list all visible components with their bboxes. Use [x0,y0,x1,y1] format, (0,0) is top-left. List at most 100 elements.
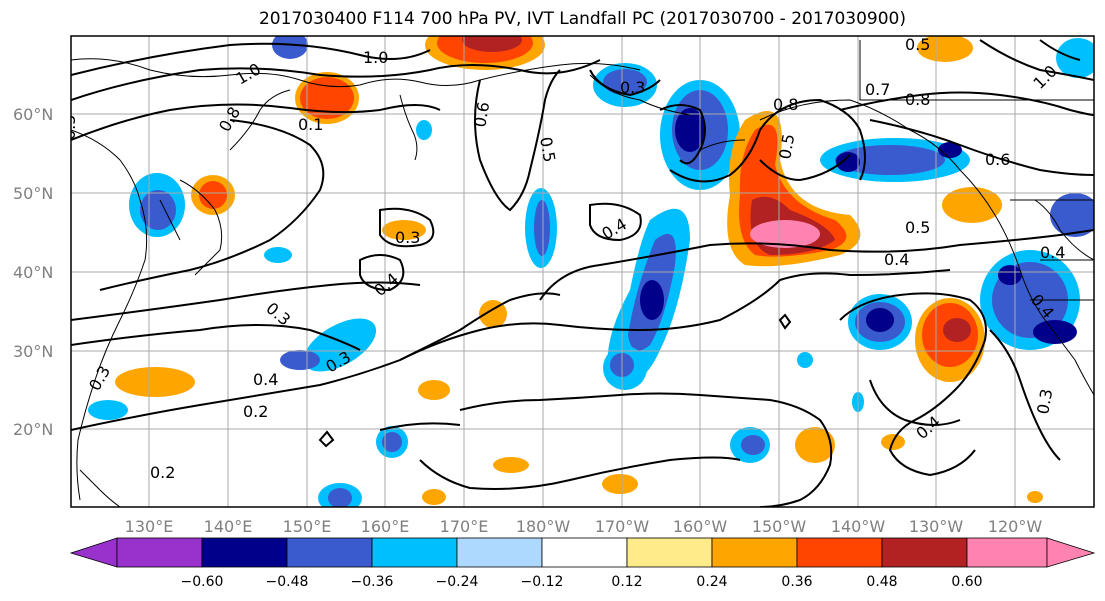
anomaly-positive [795,427,835,463]
anomaly-negative [836,152,860,172]
colorbar-tick-label: 0.12 [611,574,642,590]
lon-label: 130°E [125,517,174,536]
anomaly-negative [1050,193,1094,237]
contour-label: 0.8 [905,90,930,109]
colorbar-ticks: −0.60 −0.48 −0.36 −0.24 −0.12 0.12 0.24 … [181,574,983,590]
contour-label: 1.0 [363,48,388,67]
colorbar-segment [201,537,288,568]
contour-label: 0.5 [905,218,930,237]
anomaly-positive [199,181,227,209]
anomaly-negative [797,352,813,368]
colorbar-tick-label: 0.24 [696,574,727,590]
longitude-labels: 130°E 140°E 150°E 160°E 170°E 180°W 170°… [125,517,1043,536]
anomaly-negative [264,247,292,263]
anomaly-positive [479,300,507,328]
contour-label: 0.4 [1040,243,1065,262]
graticule [71,36,1094,507]
anomaly-positive [943,318,971,342]
anomaly-negative [603,69,647,95]
map-panel: 1.0 1.0 0.8 0.1 0.6 0.5 0.5 0.3 0.4 0.3 … [60,35,1094,507]
contour-label: 0.5 [60,115,79,140]
contour-label: 0.4 [253,370,278,389]
colorbar [69,537,1096,568]
colorbar-segment [116,537,203,568]
contour-label: 0.8 [773,95,798,114]
anomaly-negative [866,308,894,332]
anomaly-positive [942,187,1002,223]
colorbar-tick-label: 0.60 [951,574,982,590]
anomaly-negative [272,36,308,59]
contour-label: 0.6 [985,150,1010,169]
contour-label: 0.5 [775,132,798,160]
contour-label: 0.3 [395,228,420,247]
contour-label: 0.2 [150,463,175,482]
anomaly-positive [917,36,973,62]
lat-label: 40°N [13,263,53,282]
lon-label: 120°W [988,517,1043,536]
anomaly-positive [602,474,638,494]
anomaly-negative [382,432,402,452]
anomaly-negative [938,142,962,158]
coastlines [71,40,1094,507]
lat-label: 30°N [13,342,53,361]
anomaly-negative [835,145,945,175]
map-title: 2017030400 F114 700 hPa PV, IVT Landfall… [258,9,906,29]
lon-label: 170°E [440,517,489,536]
contour-label: 0.1 [298,115,323,134]
anomaly-negative [280,350,320,370]
lat-label: 20°N [13,420,53,439]
anomaly-negative [998,265,1022,285]
colorbar-segment [541,537,628,568]
lon-label: 140°W [831,517,886,536]
contour-label: 0.3 [1033,387,1056,415]
colorbar-tick-label: 0.36 [781,574,812,590]
anomaly-negative [416,120,432,140]
colorbar-tick-label: −0.48 [266,574,309,590]
anomaly-negative [328,488,352,507]
contour-label: 0.5 [905,35,930,54]
colorbar-min-extend [69,537,118,568]
colorbar-tick-label: −0.60 [181,574,224,590]
colorbar-segment [286,537,373,568]
lon-label: 140°E [204,517,253,536]
latitude-labels: 60°N 50°N 40°N 30°N 20°N [13,105,53,439]
lon-label: 160°E [361,517,410,536]
contour-label: 0.3 [620,78,645,97]
lon-label: 150°W [752,517,807,536]
colorbar-segment [626,537,713,568]
lon-label: 130°W [909,517,964,536]
colorbar-segment [371,537,458,568]
anomaly-positive [750,220,820,248]
contour-label: 0.2 [243,402,268,421]
anomaly-negative [88,400,128,420]
colorbar-segment [796,537,883,568]
contour-label: 0.5 [536,135,559,163]
colorbar-segment [881,537,968,568]
colorbar-tick-label: −0.36 [351,574,394,590]
anomaly-positive [115,367,195,397]
anomaly-positive [382,220,426,240]
colorbar-segment [966,537,1048,568]
anomaly-positive [462,36,522,52]
anomaly-negative [303,318,377,372]
pv-anomaly-fills [88,36,1094,507]
contour-label: 0.6 [470,100,493,128]
anomaly-negative [741,435,765,455]
map-frame [70,35,1095,508]
anomaly-positive [1027,491,1043,503]
colorbar-max-extend [1046,537,1096,568]
colorbar-tick-label: 0.48 [866,574,897,590]
anomaly-negative [640,280,664,320]
colorbar-segment [711,537,798,568]
lat-label: 60°N [13,105,53,124]
anomaly-negative [1033,320,1077,344]
lon-label: 150°E [283,517,332,536]
lon-label: 180°W [516,517,571,536]
anomaly-positive [493,457,529,473]
colorbar-segment [456,537,543,568]
lon-label: 160°W [673,517,728,536]
contour-label: 0.4 [884,250,909,269]
contour-label: 0.7 [865,80,890,99]
anomaly-positive [300,77,354,119]
